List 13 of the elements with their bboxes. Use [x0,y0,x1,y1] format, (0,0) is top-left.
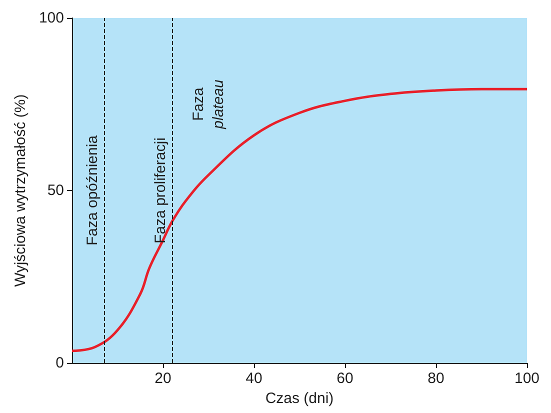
x-tick-label: 80 [428,370,444,387]
y-axis-title: Wyjściowa wytrzymałość (%) [12,94,30,287]
y-tick-label: 0 [56,354,64,372]
x-tick-label: 20 [154,370,172,387]
x-tick-label: 40 [246,370,262,387]
ref-line-label: Faza proliferacji [152,138,170,244]
annotation: Faza plateau [190,78,227,130]
x-tick-label: 100 [514,370,540,387]
y-tick-label: 100 [38,10,64,26]
x-tick-label: 60 [336,370,354,387]
y-tick-label: 50 [47,182,64,199]
ref-line-label: Faza opóźnienia [84,134,101,246]
x-axis-title: Czas (dni) [265,390,334,407]
